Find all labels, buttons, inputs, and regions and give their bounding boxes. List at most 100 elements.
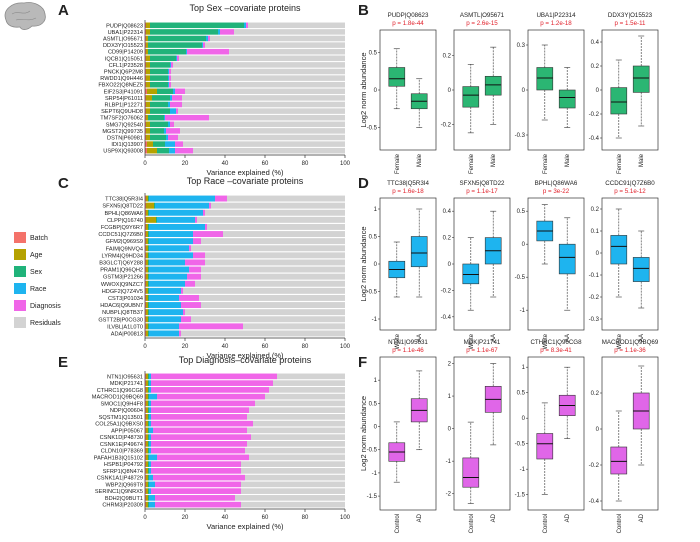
bar-segment — [145, 454, 146, 461]
bar-segment — [171, 75, 345, 81]
x-tick-label: 80 — [302, 161, 309, 167]
bar-segment — [168, 81, 169, 88]
bar-segment — [164, 128, 166, 134]
x-tick-label: 80 — [302, 515, 309, 521]
y-tick-label: 0 — [522, 88, 526, 94]
category-label: GSTT2B|P0CG30 — [98, 317, 143, 323]
bar-segment — [251, 434, 345, 440]
bar-segment — [241, 501, 345, 508]
category-label: SFXN5|Q8TD22 — [102, 204, 143, 210]
category-label: CD99|P14209 — [108, 50, 143, 56]
bar-segment — [145, 141, 147, 147]
box — [558, 243, 576, 275]
bar-segment — [149, 223, 205, 230]
bar-segment — [148, 400, 149, 407]
category-label: PNCK|Q6P2M8 — [104, 70, 143, 76]
bar-segment — [155, 202, 209, 209]
bar-segment — [145, 62, 146, 68]
bar-segment — [145, 108, 146, 114]
y-tick-label: -0.4 — [589, 499, 600, 505]
group-label: AA — [639, 334, 645, 342]
bar-segment — [173, 88, 175, 95]
plot-frame — [453, 197, 511, 331]
box — [462, 457, 480, 488]
bar-segment — [148, 501, 149, 508]
bar-segment — [145, 202, 146, 209]
x-tick-label: 100 — [340, 344, 351, 350]
bar-segment — [149, 461, 151, 467]
bar-segment — [146, 209, 148, 216]
bar-segment — [201, 302, 345, 309]
bar-segment — [145, 259, 146, 266]
bar-segment — [150, 22, 244, 29]
bar-segment — [175, 88, 185, 95]
category-label: SFRP1|Q8N474 — [103, 469, 143, 475]
box — [536, 433, 554, 460]
bar-segment — [148, 316, 149, 323]
bar-segment — [149, 323, 179, 330]
bar-segment — [150, 68, 168, 75]
category-label: IQCB1|Q15051 — [105, 56, 143, 62]
bar-segment — [148, 488, 149, 494]
category-label: SRP54|P61011 — [105, 96, 143, 102]
bar-segment — [182, 101, 345, 108]
bar-segment — [243, 323, 345, 330]
bar-segment — [149, 468, 151, 474]
bar-segment — [148, 231, 149, 238]
bar-segment — [253, 420, 345, 427]
y-tick-label: -0.2 — [589, 463, 600, 469]
category-label: SEPT6|Q9UHD8 — [101, 109, 143, 115]
x-tick-label: 0 — [143, 344, 147, 350]
category-label: COL25A1|Q9BXS0 — [95, 422, 143, 428]
bar-segment — [185, 88, 345, 95]
bar-segment — [149, 380, 151, 386]
bar-segment — [153, 474, 245, 481]
bar-segment — [247, 414, 345, 420]
bar-segment — [248, 22, 345, 29]
bar-segment — [193, 147, 345, 154]
category-label: MACROD1|Q9BQ69 — [92, 395, 143, 401]
category-label: CSNK1E|P49674 — [100, 442, 143, 448]
bar-segment — [157, 147, 169, 154]
bar-segment — [145, 474, 146, 481]
bar-segment — [193, 238, 201, 245]
bar-segment — [145, 216, 146, 223]
bar-segment — [146, 454, 148, 461]
y-tick-label: 2 — [448, 362, 452, 368]
category-label: DDX3Y|O15523 — [103, 43, 143, 49]
y-axis-label: Log2 norm abundance — [359, 226, 368, 301]
group-label: AA — [417, 334, 423, 342]
group-label: White — [617, 333, 623, 349]
category-label: TTC38|Q5R3I4 — [105, 197, 143, 203]
bar-segment — [150, 101, 168, 108]
bar-segment — [153, 427, 247, 434]
bar-segment — [145, 380, 146, 386]
bar-segment — [203, 209, 205, 216]
p-value: p = 8.3e-41 — [540, 347, 572, 354]
bar-segment — [145, 294, 146, 301]
bar-segment — [210, 35, 345, 42]
bar-segment — [168, 101, 170, 108]
bar-segment — [149, 330, 179, 337]
y-tick-label: 0.3 — [517, 43, 526, 49]
bar-segment — [168, 134, 178, 141]
category-label: NTN1|O95631 — [107, 374, 143, 380]
bar-segment — [150, 55, 176, 62]
bar-segment — [149, 454, 157, 461]
plot-frame — [379, 356, 437, 511]
plot-title: CTHRC1|Q96CG8 — [530, 339, 582, 346]
bar-segment — [149, 309, 183, 316]
x-tick-label: 60 — [262, 344, 269, 350]
plot-title: TTC38|Q5R3I4 — [387, 180, 429, 187]
bar-segment — [209, 114, 345, 121]
bar-segment — [235, 495, 345, 501]
bar-segment — [145, 434, 146, 440]
bar-segment — [191, 316, 345, 323]
bar-segment — [149, 280, 185, 287]
x-tick-label: 20 — [182, 344, 189, 350]
bar-segment — [145, 420, 146, 427]
bar-segment — [245, 447, 345, 454]
category-label: DSTN|P60981 — [107, 136, 143, 142]
group-label: Control — [469, 514, 475, 533]
bar-segment — [185, 259, 205, 266]
